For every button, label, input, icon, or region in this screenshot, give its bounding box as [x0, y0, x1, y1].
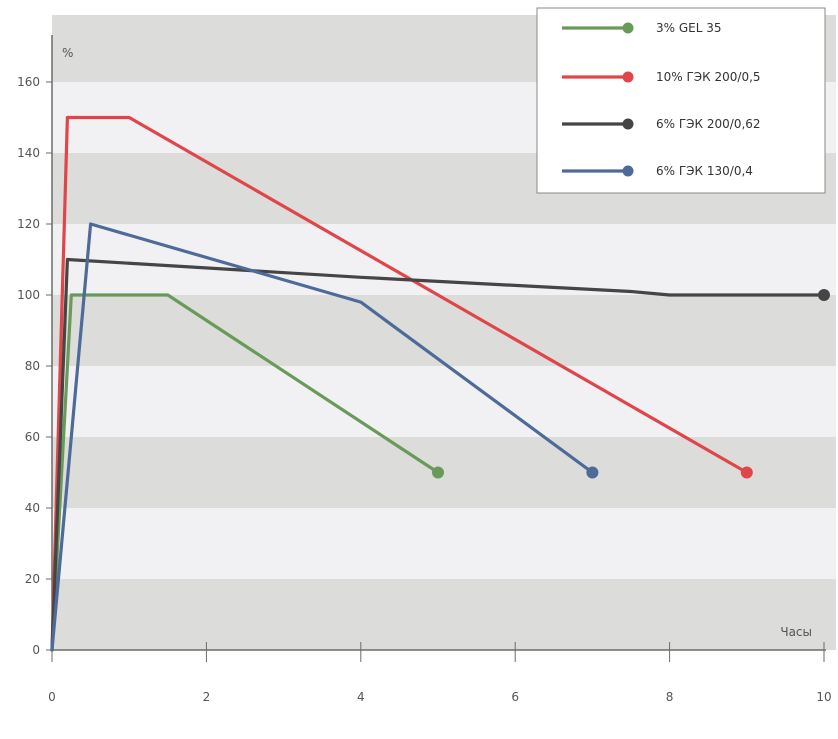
- x-tick-label: 0: [48, 690, 56, 704]
- y-tick-label: 80: [25, 359, 40, 373]
- x-tick-label: 8: [666, 690, 674, 704]
- legend-label: 3% GEL 35: [656, 21, 722, 35]
- legend: 3% GEL 35 10% ГЭК 200/0,5 6% ГЭК 200/0,62 6…: [536, 7, 826, 194]
- legend-marker: [622, 71, 634, 83]
- legend-marker: [622, 118, 634, 130]
- legend-marker: [622, 22, 634, 34]
- y-axis-label: %: [62, 46, 73, 60]
- axes: 0 20 40 60 80 100 120 140 160 0 2 4 6 8 10% Часы: [17, 35, 832, 704]
- series-line-3: [50, 257, 826, 652]
- x-tick-label: 10: [816, 690, 831, 704]
- series-endpoint-1: [432, 466, 444, 479]
- series-endpoint-2: [740, 466, 753, 479]
- grid-band: [52, 508, 836, 579]
- legend-label: 6% ГЭК 200/0,62: [656, 117, 761, 131]
- y-tick-label: 20: [25, 572, 40, 586]
- series-lines: [50, 115, 830, 652]
- x-axis-label: Часы: [780, 625, 812, 639]
- y-tick-label: 60: [25, 430, 40, 444]
- legend-label: 6% ГЭК 130/0,4: [656, 164, 753, 178]
- legend-box: [536, 7, 826, 194]
- grid-band: [52, 366, 836, 437]
- y-tick-label: 140: [17, 146, 40, 160]
- y-tick-label: 160: [17, 75, 40, 89]
- series-endpoint-3: [818, 289, 830, 301]
- x-tick-label: 6: [511, 690, 519, 704]
- y-tick-label: 100: [17, 288, 40, 302]
- x-tick-label: 2: [203, 690, 211, 704]
- series-endpoint-4: [586, 466, 599, 479]
- legend-label: 10% ГЭК 200/0,5: [656, 70, 761, 84]
- y-tick-label: 120: [17, 217, 40, 231]
- series-line-2: [50, 115, 749, 652]
- y-tick-label: 0: [32, 643, 40, 657]
- grid-band: [52, 224, 836, 295]
- y-tick-label: 40: [25, 501, 40, 515]
- x-tick-label: 4: [357, 690, 365, 704]
- legend-marker: [622, 165, 634, 177]
- series-line-4: [50, 222, 595, 652]
- series-line-1: [50, 293, 440, 652]
